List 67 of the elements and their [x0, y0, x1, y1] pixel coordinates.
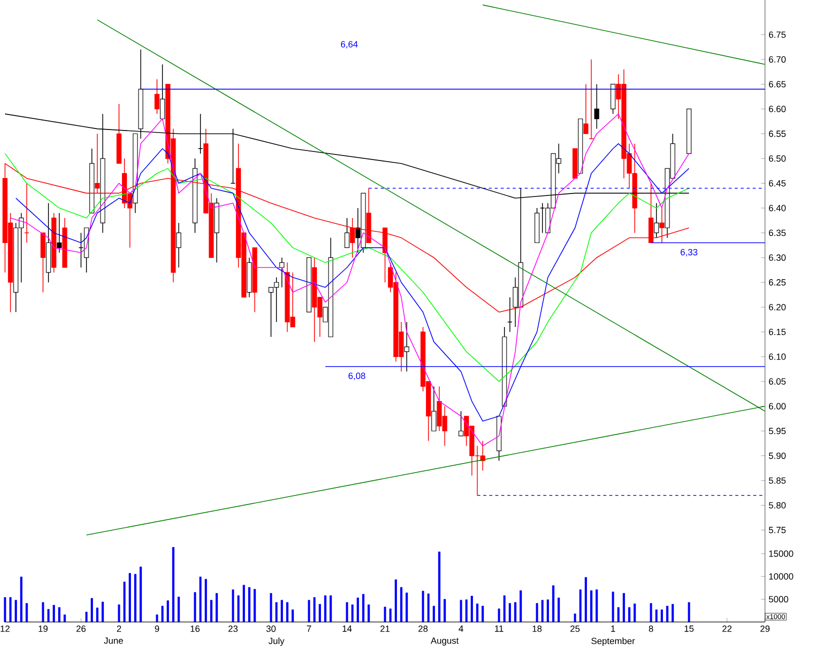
y-tick-label: 6.10 — [768, 353, 786, 360]
y-tick-label: 6.55 — [768, 130, 786, 137]
x-tick-label: 29 — [760, 626, 770, 632]
y-tick-label: 6.60 — [768, 106, 786, 112]
y-tick-label: 5.95 — [768, 428, 786, 434]
x-tick-label: 16 — [190, 626, 200, 632]
x-tick-label: 1 — [611, 626, 616, 632]
x-tick-label: 28 — [418, 626, 428, 632]
x-tick-label: 8 — [648, 626, 654, 632]
y-tick-label: 6.20 — [768, 304, 786, 310]
candlestick — [154, 78, 160, 114]
candlestick — [56, 212, 62, 254]
y-tick-label: 6.35 — [768, 230, 786, 236]
y-tick-label: 6.45 — [768, 180, 786, 186]
candlestick — [344, 218, 350, 248]
y-tick-label: 5000 — [768, 596, 788, 602]
x2-tick-label: September — [591, 638, 635, 646]
y-tick-label: 6.65 — [768, 81, 786, 88]
candlestick — [594, 84, 600, 130]
annotation: 6,08 — [348, 372, 366, 380]
candlestick — [350, 218, 355, 258]
x-tick-label: 22 — [722, 626, 732, 632]
y-tick-label: 6.00 — [768, 403, 786, 410]
x-tick-label: 23 — [228, 626, 238, 632]
x-tick-label: 25 — [570, 626, 580, 632]
candlestick — [160, 64, 165, 120]
y-tick-label: 5.90 — [768, 452, 786, 459]
y-tick-label: 6.40 — [768, 204, 786, 212]
y-tick-label: 6.05 — [768, 378, 786, 385]
candlestick — [654, 202, 659, 238]
y-tick-label: 6.50 — [768, 155, 786, 162]
x-tick-label: 14 — [342, 626, 352, 632]
x-tick-label: 15 — [684, 626, 694, 632]
x-tick-label: 11 — [495, 626, 504, 632]
x-tick-label: 9 — [154, 626, 160, 632]
x-tick-label: 26 — [76, 626, 86, 632]
y-tick-label: 10000 — [769, 573, 794, 580]
candlestick — [583, 84, 588, 134]
candlestick — [659, 208, 664, 244]
annotation: 6,64 — [340, 41, 358, 49]
x2-tick-label: July — [268, 638, 284, 646]
y-tick-label: 6.15 — [768, 328, 786, 336]
x-tick-label: 30 — [266, 626, 276, 632]
y-tick-label: 6.70 — [768, 56, 786, 63]
candlestick — [431, 386, 436, 432]
y-tick-label: 6.75 — [768, 31, 786, 38]
candlestick — [279, 257, 284, 288]
x-tick-label: 18 — [532, 626, 542, 632]
x2-tick-label: August — [430, 638, 459, 646]
y-tick-label: 6.25 — [768, 279, 786, 286]
x-tick-label: 12 — [0, 626, 10, 632]
x2-tick-label: June — [104, 638, 123, 644]
candlestick — [176, 222, 182, 268]
candlestick — [404, 322, 410, 372]
candlestick — [458, 410, 464, 436]
y-tick-label: 5.75 — [768, 526, 786, 534]
y-tick-label: 6.30 — [768, 254, 786, 261]
y-tick-label: 5.85 — [768, 477, 786, 484]
candlestick — [507, 296, 512, 332]
annotation: 6,33 — [680, 248, 698, 256]
y-tick-label: 5.80 — [768, 502, 786, 508]
x-tick-label: 2 — [116, 626, 122, 632]
x-tick-label: 7 — [306, 626, 312, 632]
y-tick-label: 15000 — [769, 550, 794, 557]
x-tick-label: 21 — [380, 626, 390, 632]
x-tick-label: 4 — [458, 626, 464, 632]
x-tick-label: 19 — [38, 626, 48, 632]
